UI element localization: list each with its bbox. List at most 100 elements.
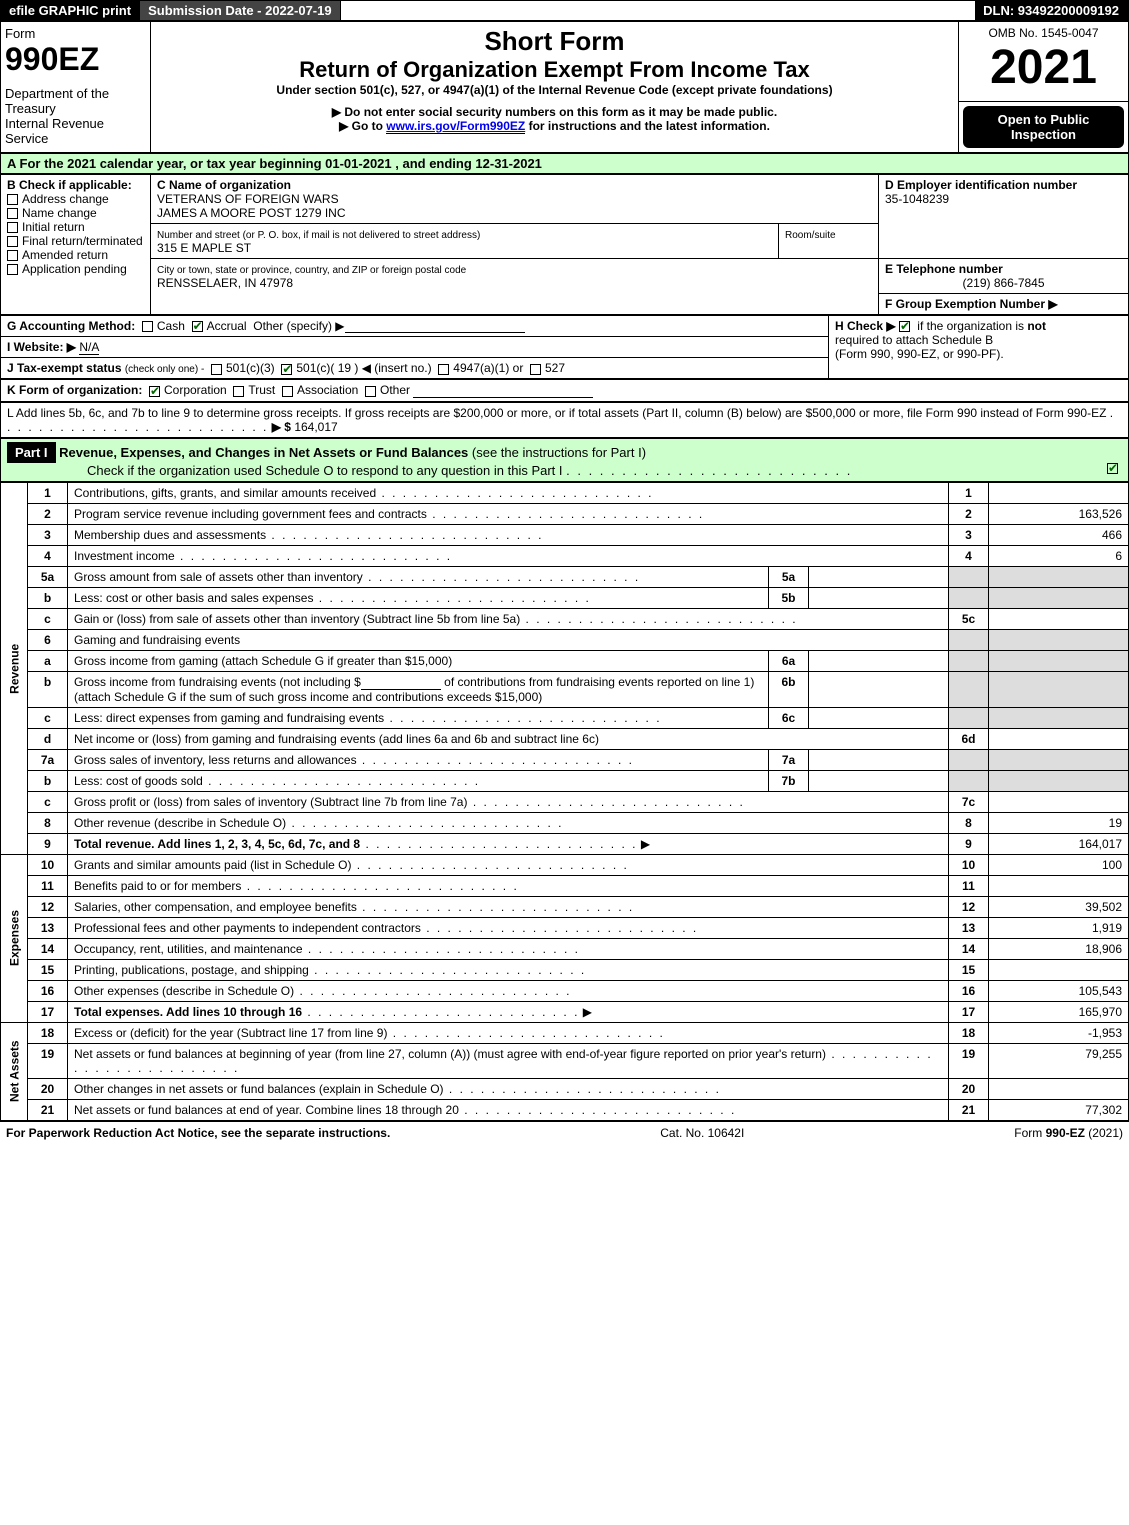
line-7a-sub: 7a <box>769 749 809 770</box>
dln: DLN: 93492200009192 <box>975 1 1128 20</box>
other-specify-line[interactable] <box>345 319 525 333</box>
other-org-line[interactable] <box>413 384 593 398</box>
line-2-desc: Program service revenue including govern… <box>74 507 427 521</box>
line-5a-sub: 5a <box>769 567 809 588</box>
line-6b-blank[interactable] <box>361 676 441 690</box>
cb-schedule-b[interactable] <box>899 321 910 332</box>
form-header: Form 990EZ Department of the Treasury In… <box>0 21 1129 153</box>
cat-no: Cat. No. 10642I <box>660 1126 744 1140</box>
line-12-amt: 39,502 <box>989 896 1129 917</box>
line-11-num: 11 <box>949 875 989 896</box>
under-section: Under section 501(c), 527, or 4947(a)(1)… <box>155 83 954 97</box>
line-3-desc: Membership dues and assessments <box>74 528 266 542</box>
opt-501c3: 501(c)(3) <box>226 361 275 375</box>
l-table: L Add lines 5b, 6c, and 7b to line 9 to … <box>0 402 1129 438</box>
goto-post: for instructions and the latest informat… <box>529 119 770 133</box>
line-3-num: 3 <box>949 525 989 546</box>
omb-number: OMB No. 1545-0047 <box>963 26 1124 40</box>
cb-accrual[interactable] <box>192 321 203 332</box>
line-14-amt: 18,906 <box>989 938 1129 959</box>
website-value: N/A <box>79 340 99 355</box>
line-3-amt: 466 <box>989 525 1129 546</box>
line-20-num: 20 <box>949 1078 989 1099</box>
line-5c-desc: Gain or (loss) from sale of assets other… <box>74 612 520 626</box>
cb-amended-return[interactable] <box>7 250 18 261</box>
room-label: Room/suite <box>785 230 836 241</box>
opt-address-change: Address change <box>22 192 109 206</box>
opt-501c: 501(c)( 19 ) ◀ (insert no.) <box>296 361 431 375</box>
line-21-desc: Net assets or fund balances at end of ye… <box>74 1103 459 1117</box>
section-k-label: K Form of organization: <box>7 383 142 397</box>
part1-row: Part I Revenue, Expenses, and Changes in… <box>0 438 1129 482</box>
line-13-desc: Professional fees and other payments to … <box>74 921 421 935</box>
open-to-public: Open to Public Inspection <box>963 106 1124 148</box>
street-value: 315 E MAPLE ST <box>157 241 251 255</box>
line-20-amt <box>989 1078 1129 1099</box>
return-subtitle: Return of Organization Exempt From Incom… <box>155 57 954 83</box>
line-5b-sub: 5b <box>769 588 809 609</box>
line-7b-amt <box>809 770 949 791</box>
line-6b-desc-pre: Gross income from fundraising events (no… <box>74 675 361 689</box>
cb-application-pending[interactable] <box>7 264 18 275</box>
line-7c-num: 7c <box>949 791 989 812</box>
cb-501c3[interactable] <box>211 364 222 375</box>
irs-link[interactable]: www.irs.gov/Form990EZ <box>386 119 525 134</box>
opt-final-return: Final return/terminated <box>22 234 143 248</box>
line-1-amt <box>989 483 1129 504</box>
section-j-label: J Tax-exempt status <box>7 361 125 375</box>
line-4-amt: 6 <box>989 546 1129 567</box>
opt-amended-return: Amended return <box>22 248 108 262</box>
line-7c-amt <box>989 791 1129 812</box>
j-tiny: (check only one) - <box>125 364 204 375</box>
line-6c-amt <box>809 707 949 728</box>
org-name-1: VETERANS OF FOREIGN WARS <box>157 192 339 206</box>
line-5b-desc: Less: cost or other basis and sales expe… <box>74 591 313 605</box>
goto-link-line: ▶ Go to www.irs.gov/Form990EZ for instru… <box>155 119 954 133</box>
line-21-amt: 77,302 <box>989 1099 1129 1120</box>
line-7b-desc: Less: cost of goods sold <box>74 774 203 788</box>
city-value: RENSSELAER, IN 47978 <box>157 276 293 290</box>
line-2-amt: 163,526 <box>989 504 1129 525</box>
line-19-num: 19 <box>949 1043 989 1078</box>
line-5c-amt <box>989 609 1129 630</box>
section-h-label: H Check ▶ <box>835 319 896 333</box>
line-5a-desc: Gross amount from sale of assets other t… <box>74 570 363 584</box>
line-5c-num: 5c <box>949 609 989 630</box>
line-19-amt: 79,255 <box>989 1043 1129 1078</box>
line-7a-desc: Gross sales of inventory, less returns a… <box>74 753 357 767</box>
line-4-num: 4 <box>949 546 989 567</box>
netassets-label: Net Assets <box>1 1022 28 1120</box>
line-11-desc: Benefits paid to or for members <box>74 879 241 893</box>
k-table: K Form of organization: Corporation Trus… <box>0 379 1129 402</box>
section-e-label: E Telephone number <box>885 262 1003 276</box>
cb-corporation[interactable] <box>149 386 160 397</box>
line-18-desc: Excess or (deficit) for the year (Subtra… <box>74 1026 387 1040</box>
opt-application-pending: Application pending <box>22 262 127 276</box>
line-14-num: 14 <box>949 938 989 959</box>
cb-cash[interactable] <box>142 321 153 332</box>
cb-527[interactable] <box>530 364 541 375</box>
section-i-label: I Website: ▶ <box>7 340 76 354</box>
opt-trust: Trust <box>248 383 275 397</box>
cb-other-org[interactable] <box>365 386 376 397</box>
h-not: not <box>1027 319 1046 333</box>
h-text: if the organization is <box>917 319 1027 333</box>
part1-check-text: Check if the organization used Schedule … <box>87 463 563 478</box>
cb-address-change[interactable] <box>7 194 18 205</box>
cb-initial-return[interactable] <box>7 222 18 233</box>
cb-501c[interactable] <box>281 364 292 375</box>
cb-4947[interactable] <box>438 364 449 375</box>
cb-trust[interactable] <box>233 386 244 397</box>
line-7b-sub: 7b <box>769 770 809 791</box>
form-id-footer: Form 990-EZ (2021) <box>1014 1126 1123 1140</box>
cb-final-return[interactable] <box>7 236 18 247</box>
cb-schedule-o[interactable] <box>1107 463 1118 474</box>
line-8-desc: Other revenue (describe in Schedule O) <box>74 816 286 830</box>
line-6a-sub: 6a <box>769 651 809 672</box>
cb-association[interactable] <box>282 386 293 397</box>
cb-name-change[interactable] <box>7 208 18 219</box>
line-2-num: 2 <box>949 504 989 525</box>
line-14-desc: Occupancy, rent, utilities, and maintena… <box>74 942 303 956</box>
street-label: Number and street (or P. O. box, if mail… <box>157 230 480 241</box>
opt-initial-return: Initial return <box>22 220 85 234</box>
